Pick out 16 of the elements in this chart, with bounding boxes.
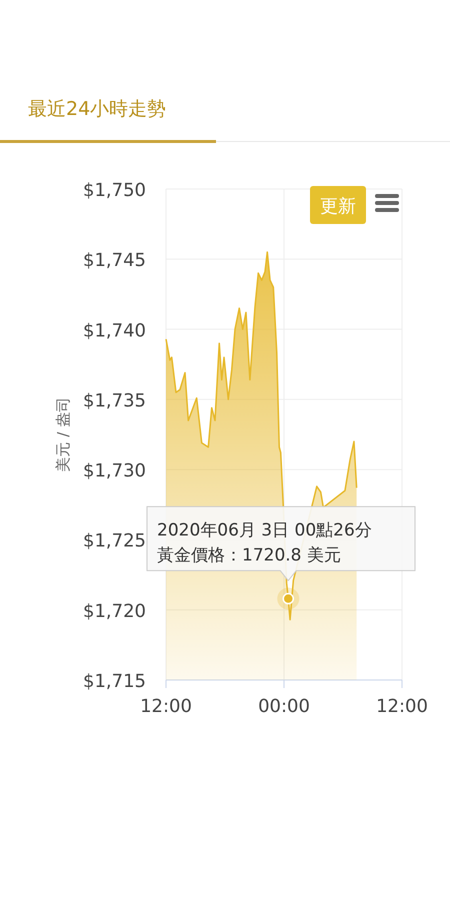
annotation: 更新 xyxy=(320,196,356,217)
x-tick-label: 12:00 xyxy=(376,696,428,717)
annotation: 2020年06月 3日 00點26分 xyxy=(157,520,372,541)
y-axis-title: 美元 / 盎司 xyxy=(54,397,72,472)
y-tick-label: $1,745 xyxy=(83,250,146,272)
x-tick-label: 00:00 xyxy=(258,696,310,717)
y-tick-label: $1,730 xyxy=(83,460,146,482)
y-tick-label: $1,740 xyxy=(83,320,146,342)
y-tick-label: $1,715 xyxy=(83,671,146,692)
x-tick-label: 12:00 xyxy=(140,696,192,717)
y-tick-label: $1,720 xyxy=(83,600,146,622)
y-tick-label: $1,735 xyxy=(83,390,146,412)
y-tick-label: $1,750 xyxy=(83,180,146,201)
y-tick-label: $1,725 xyxy=(83,530,146,552)
chart-title: 最近24小時走勢 xyxy=(28,98,166,120)
annotation: 黃金價格：1720.8 美元 xyxy=(157,546,341,566)
